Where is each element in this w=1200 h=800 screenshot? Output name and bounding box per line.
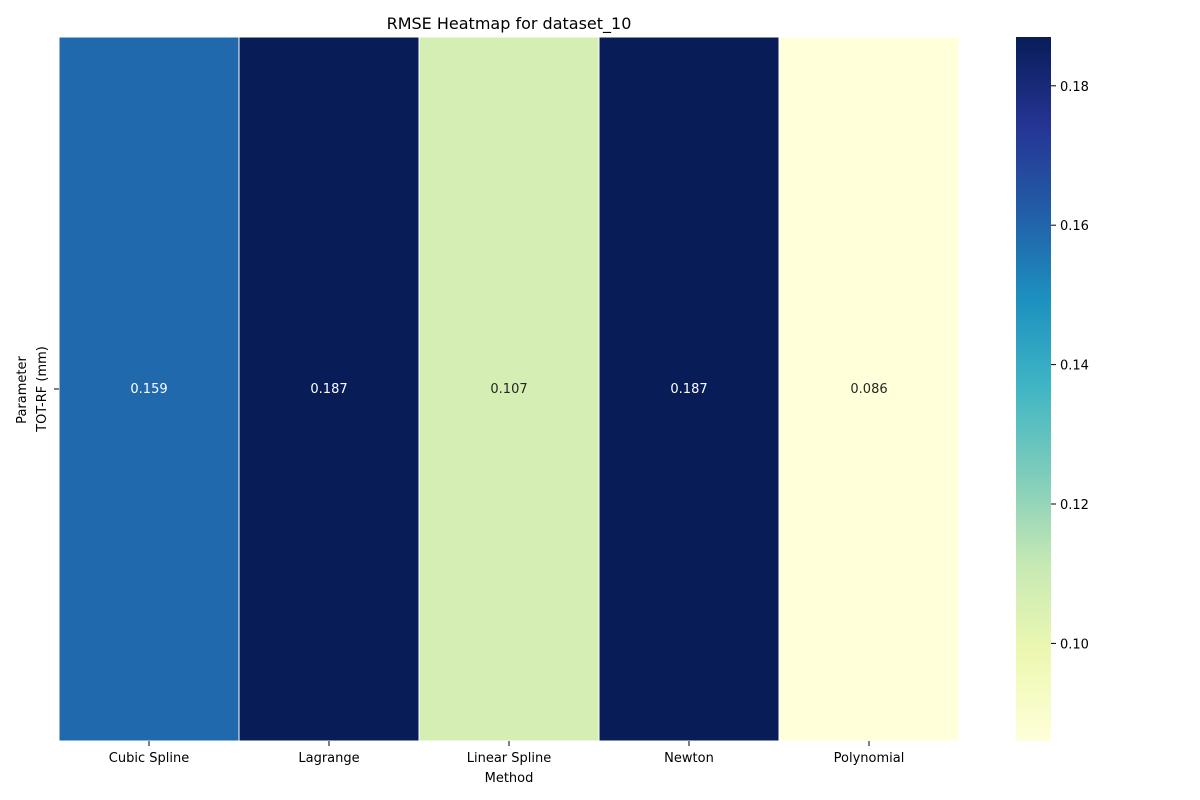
- x-tick-label: Newton: [664, 751, 714, 766]
- colorbar-tick-label: 0.10: [1060, 637, 1089, 652]
- heatmap-cell: [598, 36, 780, 742]
- heatmap-cell: [418, 36, 600, 742]
- cell-value-label: 0.107: [490, 382, 527, 397]
- colorbar-tick-label: 0.12: [1060, 498, 1089, 513]
- x-axis-label: Method: [485, 771, 534, 786]
- x-tick-label: Cubic Spline: [109, 751, 189, 766]
- heatmap-cell: [58, 36, 240, 742]
- y-axis-label: Parameter: [15, 356, 30, 424]
- chart-title: RMSE Heatmap for dataset_10: [387, 14, 632, 34]
- colorbar-tick-label: 0.14: [1060, 359, 1089, 374]
- cell-value-label: 0.187: [670, 382, 707, 397]
- x-tick-label: Polynomial: [834, 751, 905, 766]
- colorbar: [1016, 37, 1051, 741]
- x-tick-label: Lagrange: [298, 751, 359, 766]
- colorbar-tick-label: 0.18: [1060, 80, 1089, 95]
- y-tick-label: TOT-RF (mm): [35, 346, 50, 433]
- cell-value-label: 0.086: [850, 382, 887, 397]
- cell-value-label: 0.187: [310, 382, 347, 397]
- colorbar-tick-label: 0.16: [1060, 219, 1089, 234]
- heatmap-cell: [238, 36, 420, 742]
- cell-value-label: 0.159: [130, 382, 167, 397]
- x-tick-label: Linear Spline: [467, 751, 552, 766]
- heatmap-cell: [778, 36, 960, 742]
